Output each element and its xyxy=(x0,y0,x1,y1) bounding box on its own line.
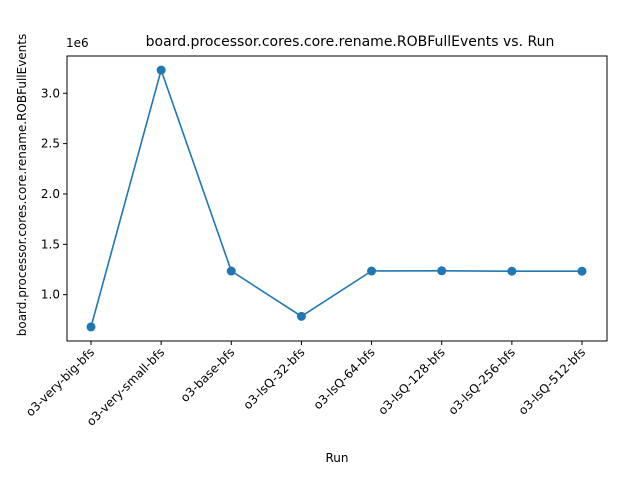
data-point xyxy=(226,266,236,276)
x-tick-label: o3-lsQ-512-bfs xyxy=(516,345,588,417)
data-point xyxy=(156,65,166,75)
series-layer xyxy=(86,65,587,332)
y-axis-label: board.processor.cores.core.rename.ROBFul… xyxy=(15,34,29,337)
x-tick-label: o3-lsQ-32-bfs xyxy=(241,345,308,412)
data-point xyxy=(577,266,587,276)
x-tick-label: o3-lsQ-256-bfs xyxy=(446,345,518,417)
x-axis-label: Run xyxy=(325,451,348,465)
data-point xyxy=(86,322,96,332)
y-tick-label: 1.5 xyxy=(41,237,60,251)
series-line xyxy=(90,69,582,328)
x-tick-label: o3-very-small-bfs xyxy=(84,345,167,428)
chart-title: board.processor.cores.core.rename.ROBFul… xyxy=(146,34,555,50)
x-tick-label: o3-base-bfs xyxy=(178,345,238,405)
data-point xyxy=(367,266,377,276)
plot-frame xyxy=(66,55,608,342)
y-offset-label: 1e6 xyxy=(66,36,89,50)
y-tick-label: 3.0 xyxy=(41,86,60,100)
data-point xyxy=(507,266,517,276)
data-point xyxy=(296,311,306,321)
x-tick-label: o3-very-big-bfs xyxy=(23,345,97,419)
data-point xyxy=(437,266,447,276)
x-tick-label: o3-lsQ-64-bfs xyxy=(311,345,378,412)
y-tick-label: 2.0 xyxy=(41,187,60,201)
y-tick-label: 1.0 xyxy=(41,288,60,302)
y-tick-label: 2.5 xyxy=(41,137,60,151)
x-tick-label: o3-lsQ-128-bfs xyxy=(375,345,447,417)
